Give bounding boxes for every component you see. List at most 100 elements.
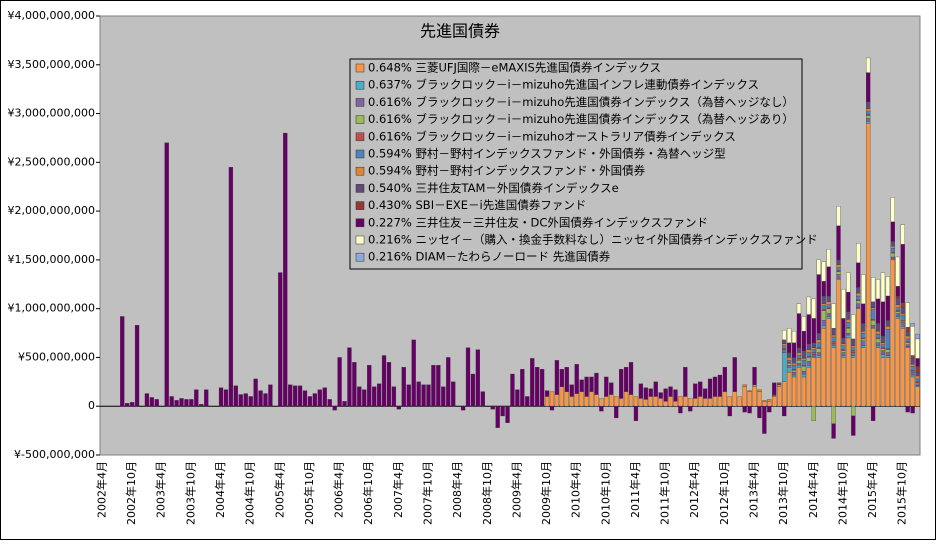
bar (870, 406, 876, 422)
bar (895, 316, 900, 319)
bar (846, 319, 851, 323)
bar (465, 347, 471, 407)
bar (831, 328, 836, 336)
legend-label: 0.594% 野村－野村インデックスファンド・外国債券 (368, 164, 646, 178)
legend-swatch (355, 149, 365, 159)
bar (569, 396, 574, 407)
bar (905, 342, 910, 345)
bar (460, 406, 466, 411)
bar (786, 328, 792, 343)
bar (599, 406, 604, 412)
legend-swatch (355, 80, 365, 90)
bar (791, 376, 797, 407)
bar (786, 367, 792, 373)
bar (821, 303, 826, 306)
bar (796, 355, 802, 359)
bar (757, 406, 762, 419)
bar (786, 371, 792, 407)
bar (895, 313, 900, 317)
bar (851, 415, 856, 436)
bar (372, 386, 377, 407)
bar (643, 387, 648, 400)
bar (777, 384, 782, 387)
x-tick-label: 2004年10月 (243, 461, 257, 525)
bar (243, 393, 248, 407)
bar (134, 325, 140, 407)
bar (851, 357, 856, 407)
bar (796, 313, 802, 348)
bar (880, 348, 886, 351)
bar (821, 261, 826, 282)
bar (816, 342, 821, 348)
bar (258, 390, 263, 407)
bar (915, 383, 920, 386)
bar (712, 376, 718, 397)
bar (144, 393, 150, 407)
bar (747, 406, 752, 414)
bar (866, 121, 871, 124)
bar (826, 316, 831, 319)
bar (866, 72, 871, 102)
bar (302, 390, 308, 407)
bar (505, 406, 510, 423)
x-tick-label: 2015年4月 (865, 461, 879, 518)
bar (816, 274, 821, 334)
bar (885, 295, 891, 321)
bar (875, 330, 881, 335)
bar (836, 279, 841, 407)
bar (791, 369, 797, 373)
x-tick-label: 2007年4月 (391, 461, 405, 518)
bar (806, 349, 811, 353)
legend-swatch (355, 252, 365, 262)
bar (885, 326, 891, 330)
bar (851, 352, 856, 356)
bar (594, 394, 599, 407)
bar (782, 329, 787, 341)
bar (856, 295, 861, 301)
bar (579, 379, 584, 392)
bar (905, 347, 910, 407)
bar (564, 391, 569, 407)
x-tick-label: 2007年10月 (420, 461, 434, 525)
bar (880, 301, 886, 337)
bar (846, 311, 851, 320)
bar (786, 363, 792, 366)
bar (910, 406, 915, 414)
bar (811, 318, 816, 343)
bar (569, 384, 574, 397)
bar (559, 369, 564, 387)
bar (782, 345, 787, 349)
bar (396, 406, 401, 410)
bar (174, 400, 179, 407)
bar (648, 396, 653, 407)
x-tick-label: 2006年10月 (361, 461, 375, 525)
bar (786, 357, 792, 361)
bar (307, 396, 313, 407)
bar (357, 386, 362, 407)
legend (349, 58, 803, 270)
legend-label: 0.637% ブラックロック－i－mizuho先進国インフレ連動債券インデックス (368, 78, 759, 92)
bar (831, 345, 836, 348)
bar (831, 336, 836, 342)
bar (633, 396, 639, 407)
bar (623, 391, 629, 407)
bar (895, 307, 900, 311)
bar (278, 272, 283, 407)
legend-label: 0.648% 三菱UFJ国際－eMAXIS先進国債券インデックス (368, 61, 661, 75)
bar (895, 311, 900, 314)
legend-label: 0.616% ブラックロック－i－mizuho先進国債券インデックス（為替ヘッジ… (368, 95, 794, 109)
bar (846, 332, 851, 336)
bar (900, 322, 905, 327)
bar (880, 335, 886, 343)
bar (796, 358, 802, 361)
bar (831, 341, 836, 344)
bar (846, 322, 851, 328)
bar (866, 101, 871, 109)
bar (890, 221, 895, 242)
y-tick-label: ¥3,000,000,000 (8, 107, 95, 120)
bar (782, 352, 787, 382)
bar (520, 369, 525, 407)
bar (426, 384, 431, 407)
legend-label: 0.616% ブラックロック－i－mizuhoオーストラリア債券インデックス (368, 129, 736, 143)
